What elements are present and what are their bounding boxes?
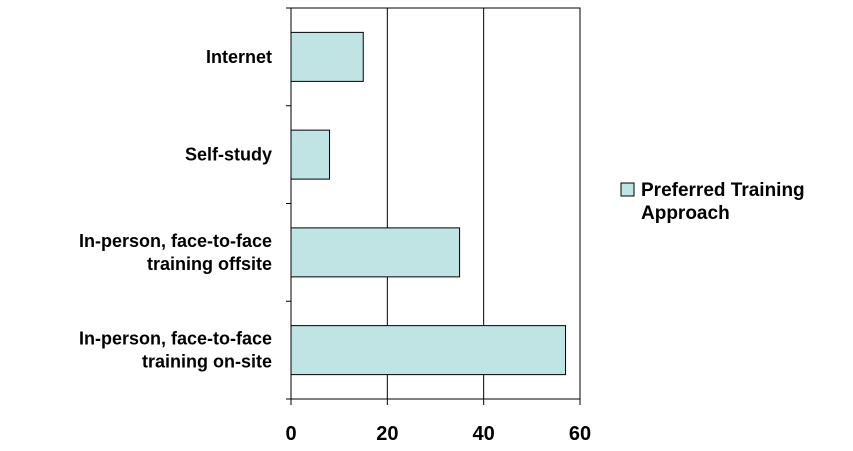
legend-label: Preferred Training Approach [641,180,805,224]
category-label-line: training on-site [142,352,272,372]
category-label-line: In-person, face-to-face [79,329,272,349]
category-label-line: In-person, face-to-face [79,231,272,251]
bar-2 [290,227,461,278]
x-tick-labels: 0 20 40 60 [285,423,591,445]
category-label-0: Internet [206,47,272,67]
x-tick-label-0: 0 [285,423,296,445]
category-label-3: In-person, face-to-face training on-site [79,329,272,372]
legend: Preferred Training Approach [620,180,805,224]
bar-0 [290,31,364,82]
category-label-line: training offsite [147,254,272,274]
x-tick-label-2: 40 [473,423,495,445]
category-labels: Internet Self-study In-person, face-to-fac… [79,47,272,372]
category-label-line: Self-study [185,145,272,165]
category-label-1: Self-study [185,145,272,165]
category-label-2: In-person, face-to-face training offsite [79,231,272,274]
bar-3 [290,325,567,376]
legend-swatch [620,182,635,197]
x-tick-label-1: 20 [376,423,398,445]
bar-1 [290,129,331,180]
legend-label-line: Approach [641,203,730,224]
legend-label-line: Preferred Training [641,180,805,201]
x-tick-label-3: 60 [569,423,591,445]
category-label-line: Internet [206,47,272,67]
axes [286,7,581,405]
bars [290,31,567,376]
